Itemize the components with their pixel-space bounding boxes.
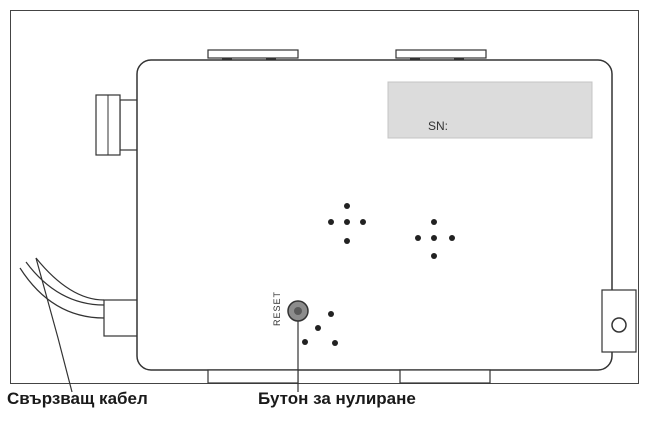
reset-text: RESET — [272, 291, 282, 326]
serial-label-panel — [387, 81, 593, 139]
figure-frame — [10, 10, 639, 384]
right-mount-tab — [601, 289, 637, 353]
serial-number-label: SN: — [428, 119, 448, 133]
reset-button — [287, 300, 309, 322]
reset-button-label: Бутон за нулиране — [258, 389, 416, 408]
vent-holes-bottom — [302, 311, 338, 346]
side-connector — [95, 94, 139, 156]
bottom-tab-left — [207, 369, 299, 384]
connecting-cable-label: Свързващ кабел — [7, 389, 148, 408]
connecting-cable — [19, 257, 139, 393]
vent-holes-right — [415, 219, 455, 259]
bottom-tab-right — [399, 369, 491, 384]
vent-holes-left — [328, 203, 366, 244]
